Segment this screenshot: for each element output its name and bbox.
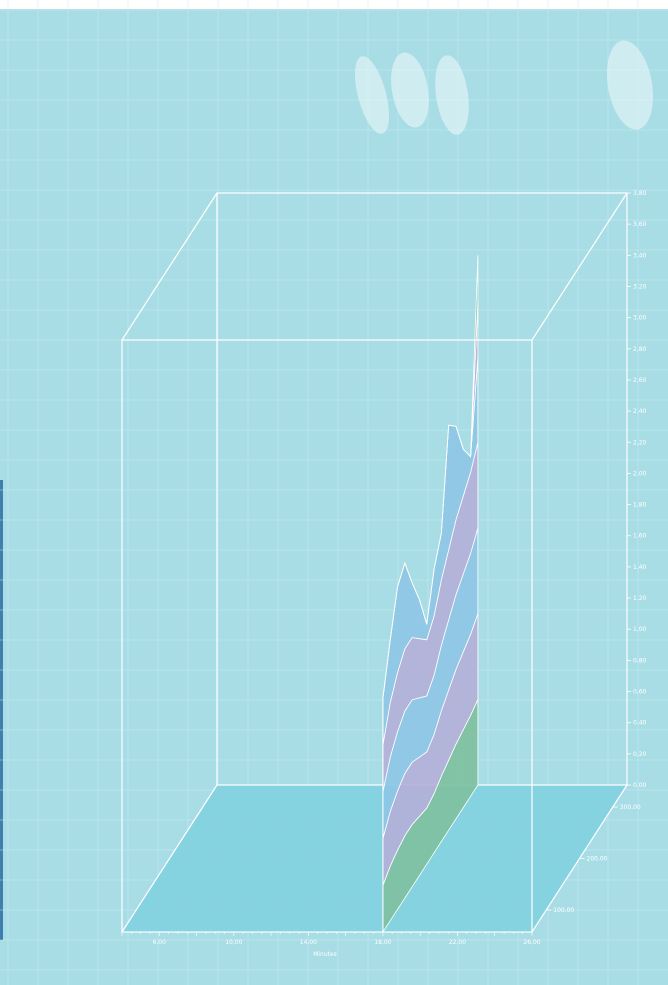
- frame-edge: [121, 192, 218, 341]
- chart-floor: [122, 785, 627, 932]
- y-tick-label: 1,80: [633, 502, 647, 509]
- z-tick-label: 100,00: [553, 907, 574, 914]
- y-tick-label: 3,60: [633, 221, 647, 228]
- y-tick-label: 0,60: [633, 689, 647, 696]
- frame-edge: [121, 784, 218, 933]
- z-axis: 300,00 200,00 100,00: [546, 804, 641, 914]
- x-tick-label: 26,00: [523, 939, 540, 946]
- x-tick-label: 22,00: [449, 939, 466, 946]
- x-tick-label: 6,00: [153, 939, 167, 946]
- y-tick-label: 1,40: [633, 564, 647, 571]
- z-tick-label: 300,00: [620, 804, 641, 811]
- z-tick-label: 200,00: [587, 856, 608, 863]
- y-tick-label: 3,40: [633, 252, 647, 259]
- x-axis-title: Minutes: [313, 951, 337, 958]
- series-ribbons: [382, 255, 479, 934]
- y-tick-label: 3,00: [633, 315, 647, 322]
- x-tick-label: 18,00: [374, 939, 391, 946]
- y-tick-label: 2,40: [633, 408, 647, 415]
- frame-edge: [531, 192, 628, 341]
- y-tick-label: 1,20: [633, 595, 647, 602]
- decorative-glass-shapes: [354, 40, 654, 135]
- y-tick-label: 1,60: [633, 533, 647, 540]
- x-tick-label: 14,00: [300, 939, 317, 946]
- y-tick-label: 0,00: [633, 782, 647, 789]
- series-ribbon-6: [382, 255, 479, 699]
- y-axis: 0,00 0,20 0,40 0,60 0,80 1,00 1,20 1,40 1,60 1,80…: [626, 190, 647, 789]
- y-tick-label: 0,80: [633, 657, 647, 664]
- y-tick-label: 2,60: [633, 377, 647, 384]
- y-tick-label: 2,80: [633, 346, 647, 353]
- x-tick-label: 10,00: [225, 939, 242, 946]
- y-tick-label: 3,20: [633, 283, 647, 290]
- y-tick-label: 2,20: [633, 439, 647, 446]
- y-tick-label: 2,00: [633, 470, 647, 477]
- left-edge-bar: [0, 480, 3, 940]
- y-tick-label: 3,80: [633, 190, 647, 197]
- top-white-strip: [0, 0, 668, 9]
- y-tick-label: 0,20: [633, 751, 647, 758]
- x-axis: 6,00 10,00 14,00 18,00 22,00 26,00: [121, 931, 541, 946]
- y-tick-label: 0,40: [633, 720, 647, 727]
- y-tick-label: 1,00: [633, 626, 647, 633]
